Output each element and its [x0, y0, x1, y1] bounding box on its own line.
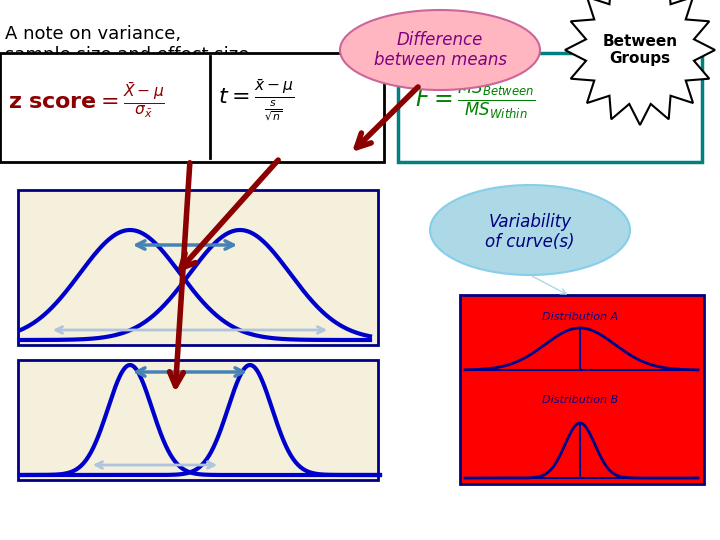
FancyBboxPatch shape: [460, 295, 704, 484]
Text: A note on variance,
sample size and effect size: A note on variance, sample size and effe…: [5, 25, 249, 64]
FancyBboxPatch shape: [18, 360, 378, 480]
Text: Difference
between means: Difference between means: [374, 31, 506, 70]
Text: $\mathbf{z\ score} = \frac{\bar{X}-\mu}{\sigma_{\bar{x}}}$: $\mathbf{z\ score} = \frac{\bar{X}-\mu}{…: [8, 80, 165, 119]
Text: Distribution A: Distribution A: [542, 312, 618, 322]
Text: $t = \frac{\bar{x}-\mu}{\frac{s}{\sqrt{n}}}$: $t = \frac{\bar{x}-\mu}{\frac{s}{\sqrt{n…: [218, 77, 294, 123]
FancyBboxPatch shape: [0, 53, 384, 162]
FancyBboxPatch shape: [18, 190, 378, 345]
Text: Distribution B: Distribution B: [542, 395, 618, 405]
FancyBboxPatch shape: [398, 53, 702, 162]
Text: Variability
of curve(s): Variability of curve(s): [485, 213, 575, 252]
Text: $F = \frac{MS_{Between}}{MS_{Within}}$: $F = \frac{MS_{Between}}{MS_{Within}}$: [415, 78, 536, 122]
Ellipse shape: [430, 185, 630, 275]
Polygon shape: [565, 0, 715, 125]
Ellipse shape: [340, 10, 540, 90]
Text: Between
Groups: Between Groups: [603, 34, 678, 66]
